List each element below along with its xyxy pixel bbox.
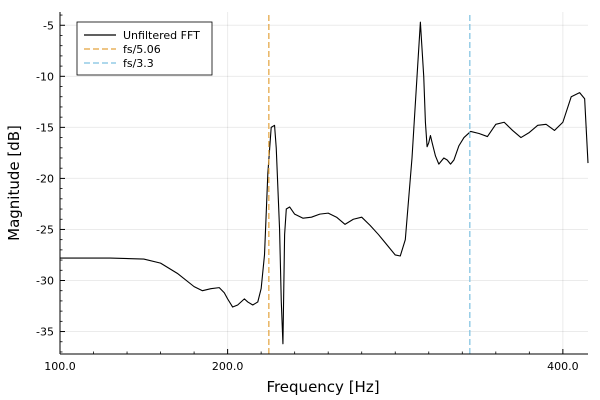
series-line xyxy=(60,21,589,345)
grid xyxy=(59,12,588,354)
plot-series xyxy=(60,12,589,354)
x-axis-title: Frequency [Hz] xyxy=(266,378,379,396)
y-tick-label: -10 xyxy=(36,70,54,83)
x-tick-label: 200.0 xyxy=(212,360,244,373)
y-tick-label: -15 xyxy=(36,121,54,134)
legend-label: fs/5.06 xyxy=(123,43,161,56)
legend-label: Unfiltered FFT xyxy=(123,29,200,42)
x-tick-label: 100.0 xyxy=(44,360,76,373)
axes xyxy=(59,12,588,355)
y-tick-label: -25 xyxy=(36,223,54,236)
y-tick-label: -35 xyxy=(36,326,54,339)
legend-box xyxy=(76,21,213,76)
tick-labels: 100.0 200.0 400.0 -35 -30 -25 -20 -15 -10 -5 xyxy=(36,19,579,373)
x-tick-label: 400.0 xyxy=(547,360,579,373)
y-tick-label: -20 xyxy=(36,172,54,185)
legend-label: fs/3.3 xyxy=(123,57,154,70)
y-axis-title: Magnitude [dB] xyxy=(5,125,23,241)
y-tick-label: -30 xyxy=(36,274,54,287)
y-tick-label: -5 xyxy=(43,19,54,32)
